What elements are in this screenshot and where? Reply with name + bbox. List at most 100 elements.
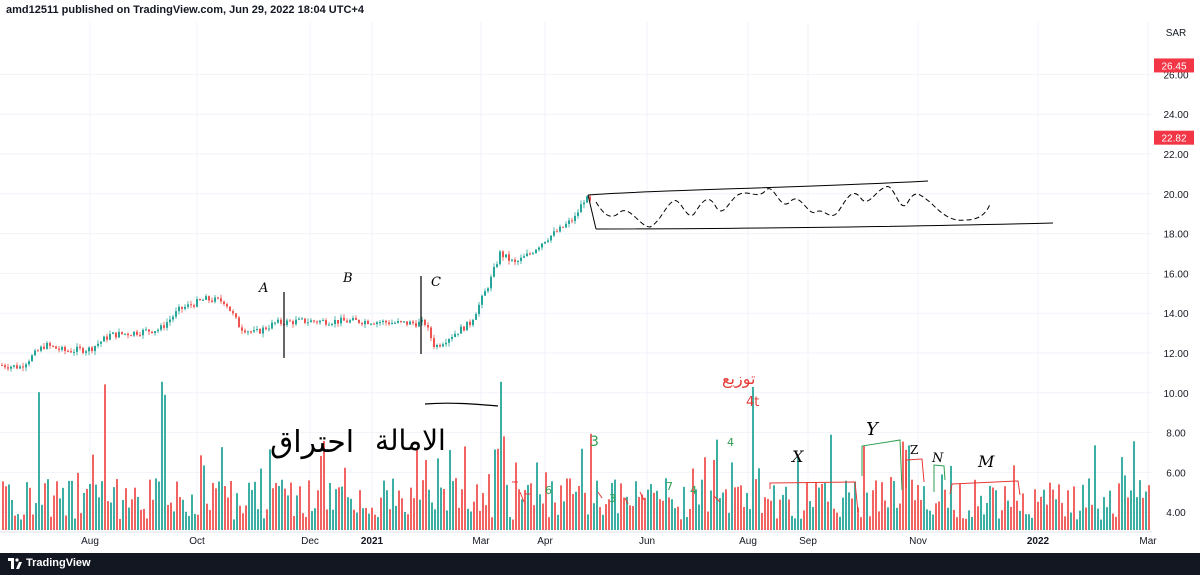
candle-body	[187, 304, 189, 307]
volume-bar	[809, 501, 811, 530]
candle-body	[109, 333, 111, 340]
volume-bar	[1097, 508, 1099, 530]
volume-bar	[392, 478, 394, 530]
candle-body	[1, 364, 3, 366]
candle-body	[535, 249, 537, 254]
volume-bar	[38, 392, 40, 530]
volume-bar	[677, 506, 679, 530]
candle-body	[115, 332, 117, 338]
volume-bar	[845, 480, 847, 530]
volume-bar	[803, 510, 805, 530]
candle-body	[202, 299, 204, 301]
volume-bar	[908, 445, 910, 530]
volume-bar	[2, 481, 4, 530]
price-axis: SAR 26.00 24.00 22.00 20.00 18.00 16.00 14.00 12…	[1152, 22, 1200, 553]
volume-bar	[1142, 497, 1144, 530]
red-box-z	[905, 458, 925, 488]
volume-bar	[422, 480, 424, 530]
volume-bar	[1037, 501, 1039, 530]
price-volume-chart[interactable]: A B C احتراق الامالة توزيع 4t X Y Z N M …	[0, 22, 1200, 553]
volume-bar	[707, 511, 709, 530]
candle-body	[73, 351, 75, 353]
candle-body	[163, 325, 165, 328]
candle-body	[355, 318, 357, 320]
volume-bar	[389, 509, 391, 530]
volume-bar	[128, 507, 130, 530]
volume-bar	[662, 500, 664, 530]
candle-body	[571, 220, 573, 222]
candle-body	[196, 299, 198, 307]
volume-bar	[647, 489, 649, 530]
volume-bar	[44, 483, 46, 530]
volume-bar	[509, 517, 511, 530]
volume-bar	[737, 486, 739, 530]
volume-bar	[926, 509, 928, 530]
volume-bar	[251, 489, 253, 530]
candle-body	[52, 345, 54, 347]
candle-body	[406, 321, 408, 325]
volume-bar	[965, 518, 967, 530]
volume-bar	[287, 495, 289, 530]
volume-bar	[935, 503, 937, 530]
volume-bar	[839, 516, 841, 530]
candle-body	[7, 367, 9, 369]
candle-body	[343, 317, 345, 321]
candle-body	[64, 346, 66, 352]
candle-body	[271, 322, 273, 329]
label-green-3b: 3	[609, 492, 616, 505]
candle-body	[166, 322, 168, 328]
candle-body	[121, 331, 123, 334]
volume-bar	[29, 487, 31, 530]
volume-bar	[311, 511, 313, 530]
volume-bar	[113, 487, 115, 530]
candle-body	[409, 321, 411, 325]
candle-body	[481, 295, 483, 305]
candle-body	[172, 316, 174, 320]
candle-body	[253, 330, 255, 332]
volume-bar	[83, 492, 85, 530]
candle-body	[16, 365, 18, 369]
candle-body	[193, 305, 195, 307]
volume-bar	[602, 514, 604, 530]
candle-body	[79, 346, 81, 349]
volume-bar	[491, 517, 493, 530]
volume-bar	[98, 497, 100, 530]
volume-bar	[1112, 513, 1114, 530]
label-4t: 4t	[746, 395, 759, 410]
volume-bar	[386, 490, 388, 530]
volume-bar	[1013, 465, 1015, 530]
volume-bar	[983, 514, 985, 530]
volume-bar	[143, 508, 145, 530]
candle-body	[85, 351, 87, 353]
volume-bar	[92, 454, 94, 530]
volume-bar	[878, 511, 880, 530]
candle-body	[184, 306, 186, 309]
label-n: N	[931, 451, 944, 466]
volume-bar	[11, 499, 13, 530]
volume-bar	[1031, 517, 1033, 530]
candle-body	[427, 325, 429, 328]
volume-bar	[656, 490, 658, 530]
volume-bar	[857, 507, 859, 530]
volume-bar	[887, 507, 889, 530]
candle-body	[4, 365, 6, 368]
candle-body	[118, 331, 120, 338]
volume-bar	[794, 518, 796, 530]
volume-bar	[359, 490, 361, 530]
volume-bar	[968, 510, 970, 530]
candle-body	[520, 257, 522, 262]
candle-body	[31, 355, 33, 362]
time-tick-label: Dec	[301, 536, 319, 547]
volume-bar	[305, 516, 307, 530]
volume-bar	[341, 486, 343, 530]
volume-bar	[560, 485, 562, 530]
volume-bar	[446, 510, 448, 530]
time-tick-label: Aug	[81, 536, 99, 547]
volume-bar	[101, 481, 103, 530]
volume-bar	[725, 489, 727, 530]
volume-bar	[269, 449, 271, 530]
volume-bar	[1094, 445, 1096, 530]
volume-bar	[455, 478, 457, 530]
candle-body	[88, 347, 90, 352]
volume-bar	[245, 505, 247, 530]
